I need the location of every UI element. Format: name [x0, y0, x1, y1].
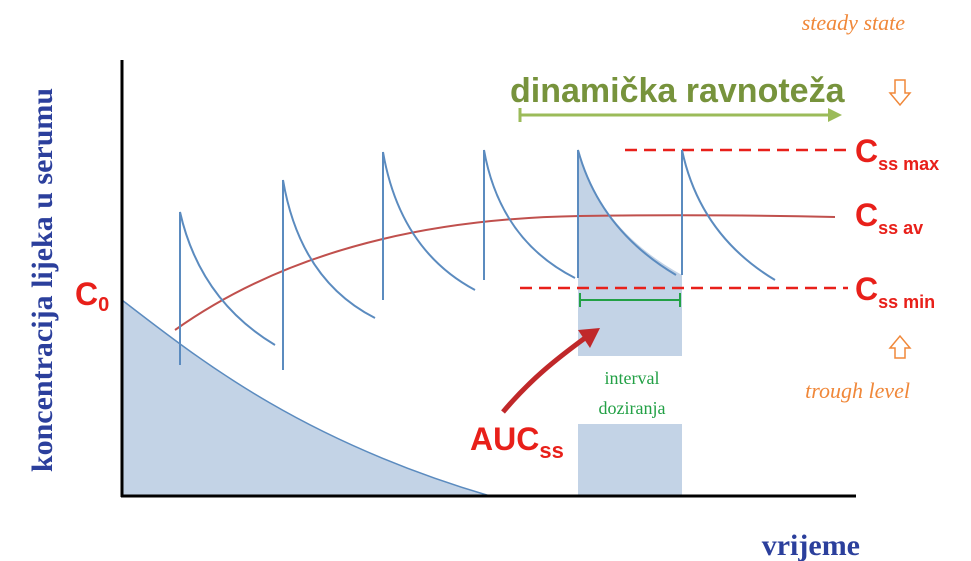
label-sub: ss min — [878, 292, 935, 312]
label-sub: 0 — [98, 294, 109, 316]
trough-level: trough level — [805, 378, 910, 403]
phase-label: dinamička ravnoteža — [510, 72, 846, 110]
interval-label: doziranja — [599, 398, 666, 418]
up-arrow — [888, 334, 912, 359]
phase-arrow-head — [828, 108, 842, 122]
y-axis-label: koncentracija lijeka u serumu — [26, 88, 59, 472]
auc-label: AUCss — [470, 421, 564, 463]
label-main: AUC — [470, 421, 539, 457]
average-curve — [174, 214, 836, 331]
concentration-curve — [179, 149, 776, 370]
label-sub: ss av — [878, 218, 923, 238]
c0-label: C0 — [75, 276, 109, 316]
label-main: C — [75, 276, 98, 312]
down-arrow — [888, 79, 912, 107]
auc-gap — [570, 356, 690, 424]
css-max-label: Css max — [855, 133, 939, 174]
label-sub: ss max — [878, 154, 939, 174]
x-axis-label: vrijeme — [762, 529, 860, 561]
label-main: C — [855, 271, 878, 307]
label-sub: ss — [539, 438, 563, 463]
label-main: C — [855, 197, 878, 233]
single-dose-area — [121, 298, 491, 497]
auc-arrow-head — [578, 328, 600, 348]
css-min-label: Css min — [855, 271, 935, 312]
steady-state: steady state — [802, 10, 905, 35]
auc-area — [578, 150, 682, 496]
auc-arrow — [501, 335, 587, 414]
label-main: C — [855, 133, 878, 169]
css-av-label: Css av — [855, 197, 923, 238]
interval-label: interval — [605, 368, 660, 388]
